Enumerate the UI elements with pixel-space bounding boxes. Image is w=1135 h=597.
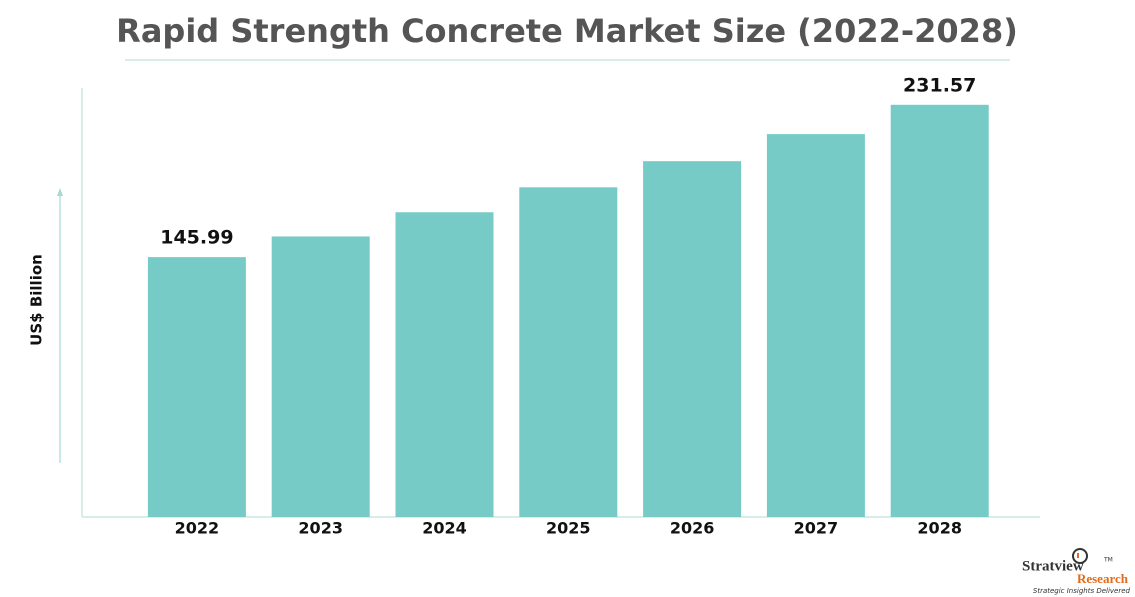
bar — [519, 187, 618, 518]
x-tick-label: 2027 — [794, 519, 839, 538]
value-label: 145.99 — [160, 227, 233, 249]
bar — [395, 212, 494, 517]
x-tick-label: 2026 — [670, 519, 715, 538]
x-tick-label: 2025 — [546, 519, 591, 538]
bar — [766, 134, 865, 517]
x-tick-label: 2023 — [298, 519, 343, 538]
logo-tm: TM — [1103, 557, 1113, 564]
axis-arrow-head — [57, 188, 63, 196]
logo-subname: Research — [1077, 571, 1129, 586]
logo-tagline: Strategic Insights Delivered — [1033, 587, 1131, 595]
bar — [890, 104, 989, 517]
y-axis-label: US$ Billion — [28, 254, 46, 346]
logo-name: Stratview — [1022, 558, 1084, 574]
logo-icon-bar — [1077, 553, 1079, 558]
bar — [271, 236, 370, 517]
x-tick-label: 2022 — [175, 519, 220, 538]
bar — [147, 257, 246, 517]
x-tick-label: 2024 — [422, 519, 467, 538]
logo-icon — [1072, 548, 1088, 564]
bar — [643, 161, 742, 517]
value-label: 231.57 — [903, 74, 976, 96]
x-tick-label: 2028 — [917, 519, 962, 538]
logo: Stratview TM Research Strategic Insights… — [1022, 548, 1131, 595]
chart-title: Rapid Strength Concrete Market Size (202… — [116, 12, 1018, 50]
